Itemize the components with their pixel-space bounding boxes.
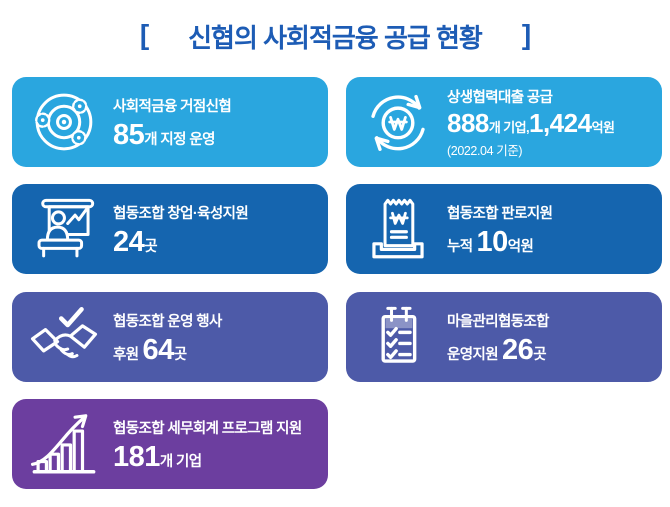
handshake-check-icon	[27, 299, 101, 375]
stat-prefix: 운영지원	[447, 346, 499, 363]
stat-number: 64	[142, 333, 174, 366]
stat-suffix: 억원	[507, 238, 534, 255]
stat-prefix: 후원	[113, 346, 139, 363]
card-text: 상생협력대출 공급 888 개 기업, 1,424 억원 (2022.04 기준…	[447, 86, 615, 159]
stat-number: 10	[476, 225, 508, 258]
stat-number: 24	[113, 225, 145, 258]
orbit-network-icon	[27, 84, 101, 160]
card-stat: 24 곳	[113, 225, 248, 258]
stat-suffix: 개 기업	[159, 453, 202, 470]
stat-suffix: 곳	[533, 346, 546, 363]
stat-suffix: 곳	[173, 346, 187, 363]
card-coop-event-sponsorship: 협동조합 운영 행사 후원 64 곳	[12, 292, 328, 382]
stat-number-2: 1,424	[529, 107, 592, 138]
won-receipt-icon	[361, 191, 435, 267]
card-coop-startup-support: 협동조합 창업·육성지원 24 곳	[12, 184, 328, 274]
card-social-finance-hub: 사회적금융 거점신협 85 개 지정 운영	[12, 77, 328, 167]
stat-number: 888	[447, 107, 489, 138]
stat-prefix: 누적	[447, 238, 473, 255]
card-title: 협동조합 창업·육성지원	[113, 205, 249, 222]
stat-note: (2022.04 기준)	[447, 143, 523, 158]
page-title: [ 신협의 사회적금융 공급 현황 ]	[0, 14, 670, 58]
checklist-icon	[361, 299, 435, 375]
card-stat: 888 개 기업, 1,424 억원	[447, 107, 615, 138]
card-title: 협동조합 세무회계 프로그램 지원	[113, 420, 302, 437]
card-title: 협동조합 운영 행사	[113, 313, 222, 330]
bracket-left: [	[139, 19, 149, 50]
card-stat: 181 개 기업	[113, 440, 302, 473]
card-text: 마을관리협동조합 운영지원 26 곳	[447, 310, 550, 366]
card-title: 마을관리협동조합	[447, 313, 550, 330]
stat-number: 26	[501, 333, 534, 366]
presentation-icon	[27, 191, 101, 267]
card-stat: 누적 10 억원	[447, 225, 552, 258]
title-text: 신협의 사회적금융 공급 현황	[188, 22, 483, 53]
stat-suffix: 곳	[144, 238, 158, 255]
card-coop-sales-support: 협동조합 판로지원 누적 10 억원	[346, 184, 662, 274]
card-title: 사회적금융 거점신협	[113, 98, 232, 115]
card-stat: 후원 64 곳	[113, 333, 222, 366]
stat-number: 181	[113, 440, 160, 473]
card-text: 협동조합 판로지원 누적 10 억원	[447, 202, 553, 258]
card-text: 사회적금융 거점신협 85 개 지정 운영	[113, 95, 232, 151]
card-text: 협동조합 세무회계 프로그램 지원 181 개 기업	[113, 417, 302, 472]
card-text: 협동조합 운영 행사 후원 64 곳	[113, 310, 222, 365]
card-tax-accounting-program: 협동조합 세무회계 프로그램 지원 181 개 기업	[12, 399, 328, 489]
stat-number: 85	[113, 118, 145, 151]
won-cycle-icon	[361, 84, 435, 160]
stat-suffix: 억원	[591, 119, 615, 135]
card-title: 협동조합 판로지원	[447, 205, 553, 222]
stat-suffix: 개 지정 운영	[144, 131, 215, 148]
growth-chart-icon	[27, 406, 101, 482]
card-village-coop-support: 마을관리협동조합 운영지원 26 곳	[346, 292, 662, 382]
stat-mid: 개 기업,	[488, 119, 530, 135]
card-stat: 운영지원 26 곳	[447, 333, 549, 366]
card-mutual-growth-loan: 상생협력대출 공급 888 개 기업, 1,424 억원 (2022.04 기준…	[346, 77, 662, 167]
card-stat: 85 개 지정 운영	[113, 118, 231, 151]
bracket-right: ]	[521, 19, 531, 50]
card-text: 협동조합 창업·육성지원 24 곳	[113, 202, 249, 258]
card-title: 상생협력대출 공급	[447, 89, 553, 106]
